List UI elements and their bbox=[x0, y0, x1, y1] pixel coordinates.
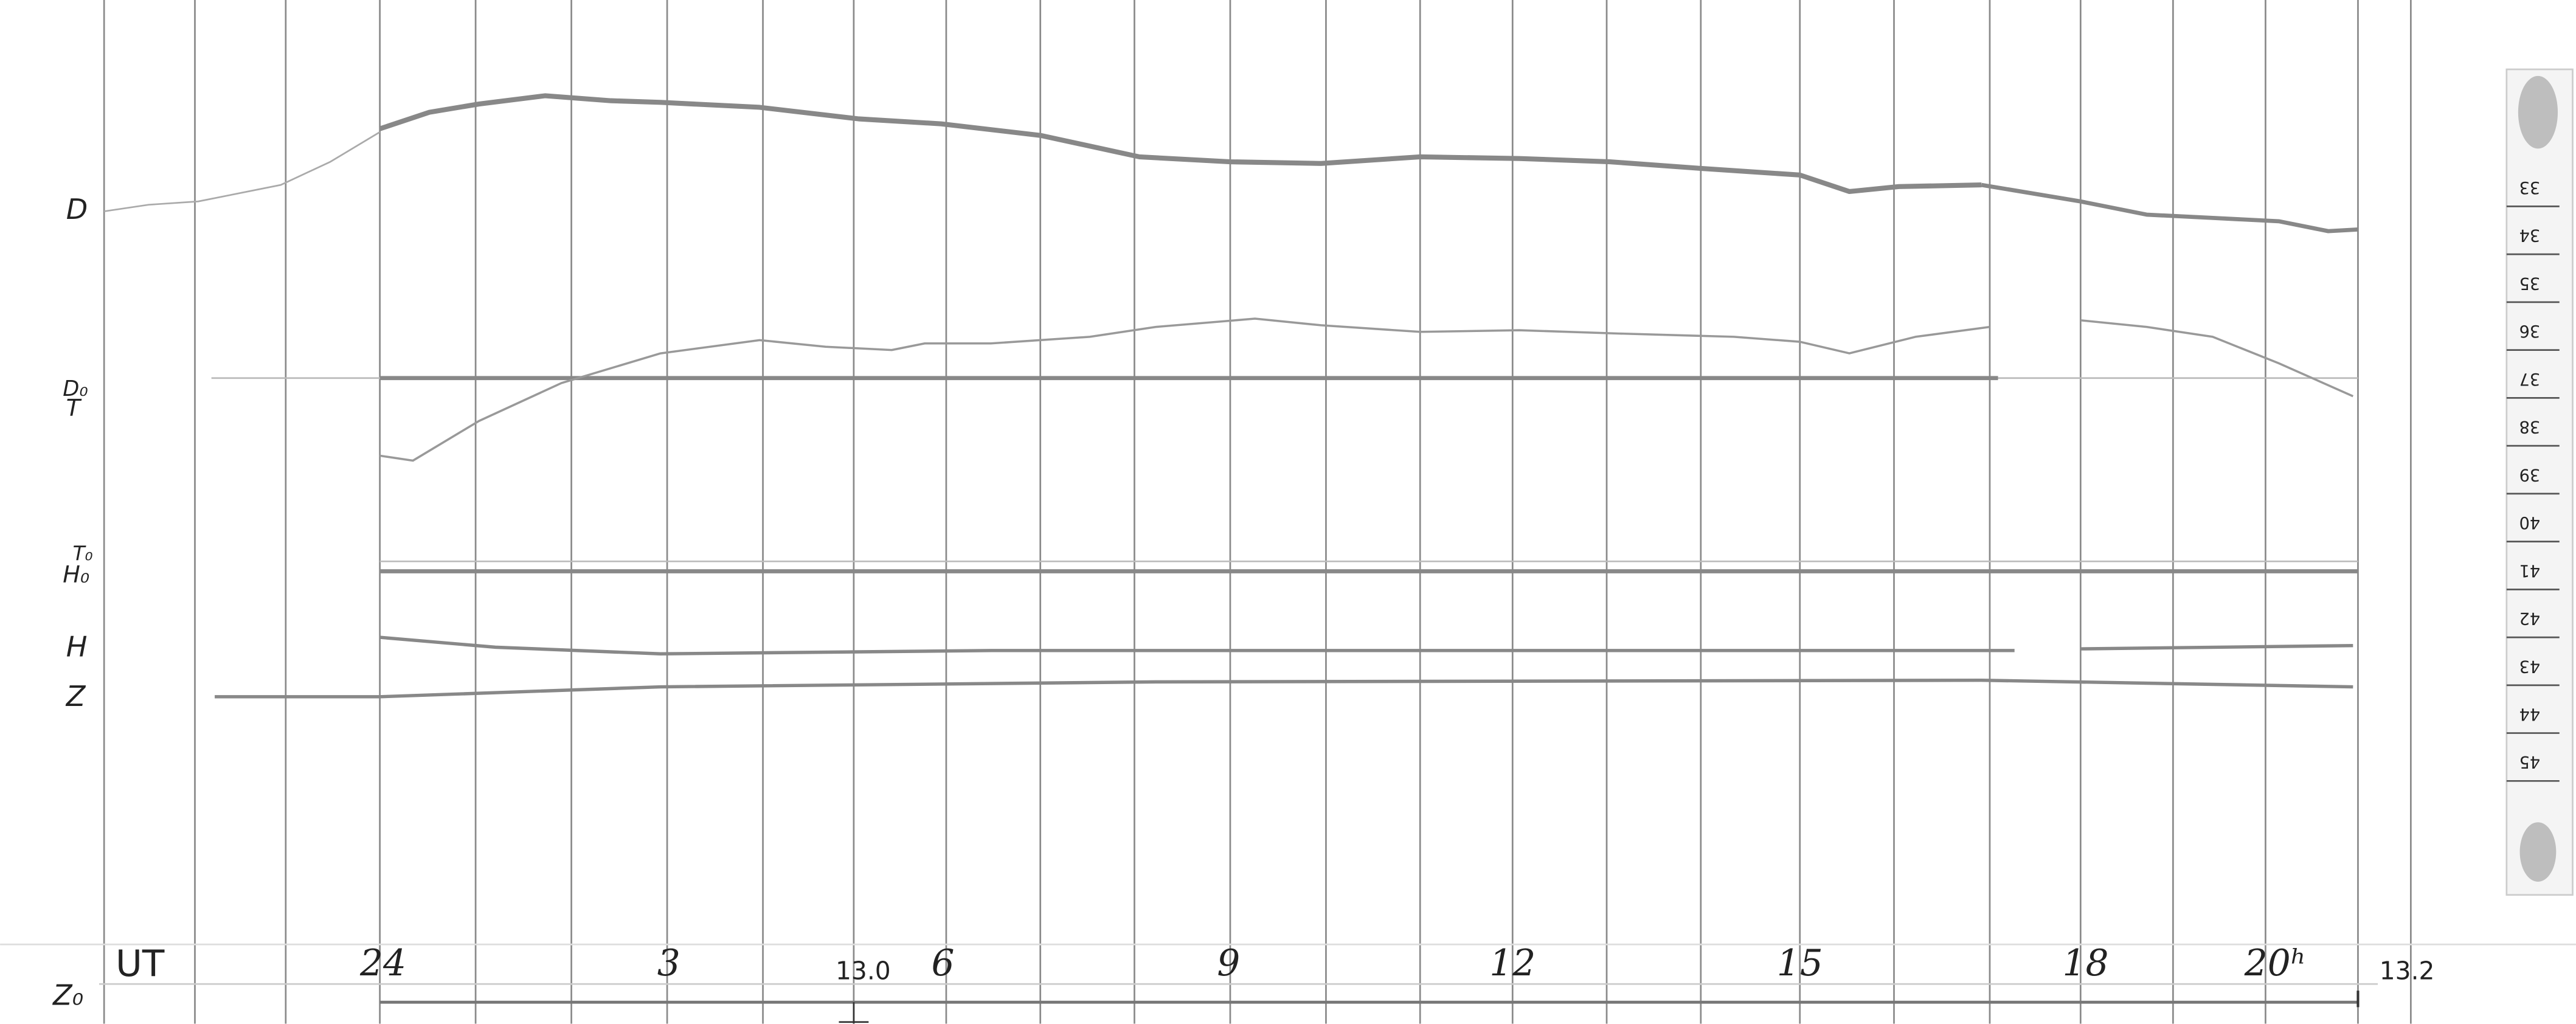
z-trace bbox=[215, 678, 2353, 699]
hour-label: 15 bbox=[1777, 943, 1823, 984]
time-unit: UT bbox=[116, 943, 165, 985]
channel-label: Z₀ bbox=[52, 979, 83, 1012]
t-trace bbox=[2080, 319, 2354, 398]
hour-labels: 24 3 6 9 12 15 18 20ʰ bbox=[359, 943, 2307, 984]
scale-number: 45 bbox=[2519, 752, 2541, 771]
scale-number: 43 bbox=[2519, 657, 2541, 676]
strip-mark bbox=[2518, 75, 2558, 149]
channel-labels: D D₀ T T₀ H₀ H Z Z₀ bbox=[52, 193, 93, 1011]
h-trace bbox=[379, 635, 2015, 656]
scale-number: 40 bbox=[2519, 513, 2541, 532]
scale-number: 42 bbox=[2519, 609, 2541, 628]
scale-number: 38 bbox=[2519, 417, 2541, 436]
hour-label: 9 bbox=[1217, 943, 1240, 984]
t-trace bbox=[379, 317, 1990, 462]
hour-label: 24 bbox=[359, 943, 406, 984]
scale-number: 33 bbox=[2519, 178, 2541, 196]
d-trace bbox=[379, 93, 1982, 195]
scale-number: 44 bbox=[2519, 704, 2541, 723]
channel-label: T₀ bbox=[73, 542, 93, 565]
h-trace bbox=[2080, 643, 2353, 651]
baselines bbox=[0, 376, 2576, 1024]
scale-number: 37 bbox=[2519, 369, 2541, 388]
d-trace bbox=[1981, 182, 2358, 234]
channel-label: Z bbox=[65, 680, 86, 713]
channel-label: D bbox=[66, 193, 88, 226]
scale: 33 34 35 36 37 38 39 40 41 42 43 44 45 bbox=[2506, 178, 2560, 782]
strip-mark bbox=[2519, 822, 2557, 882]
hour-label: 18 bbox=[2062, 943, 2108, 984]
hour-label: 6 bbox=[932, 943, 955, 984]
channel-label: T bbox=[66, 395, 82, 421]
scale-number: 35 bbox=[2519, 274, 2541, 292]
hour-label: 12 bbox=[1489, 943, 1536, 984]
channel-label: D₀ bbox=[63, 376, 88, 401]
traces bbox=[103, 93, 2358, 699]
channel-label: H bbox=[66, 631, 88, 663]
d-trace bbox=[103, 131, 381, 212]
hour-grid bbox=[103, 0, 2412, 1024]
channel-label: H₀ bbox=[63, 561, 89, 588]
scale-number: 34 bbox=[2519, 226, 2541, 244]
hour-label: 20ʰ bbox=[2244, 943, 2307, 984]
scale-number: 41 bbox=[2519, 561, 2541, 579]
marker-label: 13.2 bbox=[2380, 956, 2435, 985]
marker-label: 13.0 bbox=[836, 956, 891, 985]
hour-label: 3 bbox=[657, 943, 680, 984]
scale-number: 39 bbox=[2519, 465, 2541, 484]
scale-number: 36 bbox=[2519, 322, 2541, 341]
